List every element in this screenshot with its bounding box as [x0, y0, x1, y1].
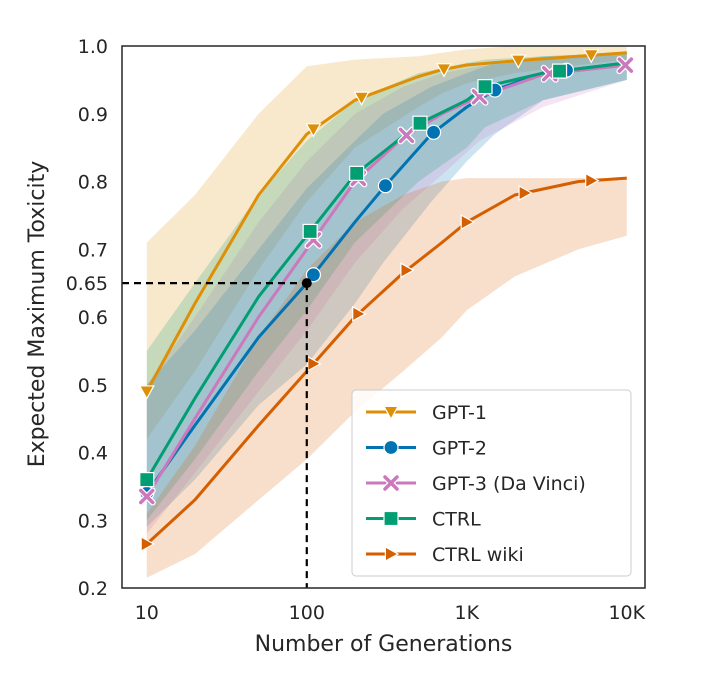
band-ctrl — [146, 52, 627, 521]
legend-item-gpt-1: GPT-1 — [366, 402, 487, 424]
point-gpt-2-2 — [377, 178, 393, 194]
point-gpt-1-0 — [138, 385, 155, 400]
legend-marker — [383, 510, 399, 527]
point-ctrl-wiki-1 — [307, 355, 322, 372]
point-ctrl-0 — [139, 472, 155, 488]
y-tick-label: 0.5 — [78, 375, 108, 397]
point-ctrl-wiki-0 — [140, 535, 156, 552]
point-gpt-1-1 — [305, 123, 322, 138]
legend-label: GPT-3 (Da Vinci) — [432, 473, 586, 495]
point-gpt-3-da-vinci-0 — [137, 487, 156, 506]
x-tick-label: 10 — [135, 602, 159, 624]
line-ctrl — [145, 61, 627, 481]
legend-label: CTRL — [432, 509, 481, 531]
legend-label: GPT-2 — [432, 438, 487, 460]
point-gpt-3-da-vinci-6 — [616, 56, 635, 75]
legend-item-ctrl-wiki: CTRL wiki — [366, 544, 524, 566]
x-tick-label: 1K — [454, 602, 479, 624]
y-tick-label: 0.7 — [78, 239, 108, 261]
point-gpt-2-1 — [305, 267, 322, 283]
x-axis-ticks: 10 100 1K 10K — [135, 602, 646, 624]
x-axis-label: Number of Generations — [255, 632, 513, 657]
point-ctrl-wiki-4 — [460, 214, 476, 231]
x-tick-label: 100 — [289, 602, 325, 624]
legend-item-gpt-3-da-vinci: GPT-3 (Da Vinci) — [366, 473, 586, 495]
y-tick-label: 0.3 — [78, 510, 108, 532]
point-gpt-1-5 — [583, 49, 600, 64]
x-tick-label: 10K — [608, 602, 645, 624]
legend-label: CTRL wiki — [432, 544, 524, 566]
point-ctrl-wiki-6 — [585, 172, 600, 189]
point-ctrl-wiki-5 — [518, 184, 533, 202]
point-ctrl-4 — [477, 79, 493, 95]
line-gpt-3-da-vinci — [145, 63, 627, 498]
y-axis-ticks: 0.2 0.3 0.4 0.5 0.6 0.65 0.7 0.8 0.9 1.0 — [66, 36, 108, 600]
y-tick-label: 0.8 — [78, 172, 108, 194]
legend-marker — [384, 545, 400, 563]
legend-marker — [382, 405, 400, 421]
band-gpt-1 — [146, 46, 627, 439]
y-tick-label: 1.0 — [78, 36, 108, 58]
y-tick-label: 0.4 — [78, 443, 108, 465]
band-ctrl-wiki — [146, 178, 627, 578]
plot-frame — [121, 45, 646, 589]
point-ctrl-1 — [302, 223, 318, 240]
y-tick-label: 0.9 — [78, 104, 108, 126]
point-gpt-1-2 — [353, 91, 370, 106]
legend-box — [351, 389, 632, 577]
legend-item-gpt-2: GPT-2 — [366, 438, 487, 460]
legend-item-ctrl: CTRL — [366, 509, 481, 531]
point-gpt-2-3 — [425, 124, 442, 140]
line-gpt-1 — [145, 51, 627, 393]
legend-marker — [383, 439, 399, 456]
point-ctrl-3 — [412, 115, 428, 131]
y-axis-label: Expected Maximum Toxicity — [25, 161, 50, 468]
point-gpt-1-3 — [435, 63, 452, 78]
y-tick-label: 0.6 — [78, 307, 108, 329]
legend: GPT-1 GPT-2 GPT-3 (Da Vinci) CTRL CTRL wiki — [351, 389, 632, 577]
point-ctrl-5 — [551, 63, 568, 79]
annotation-layer — [122, 278, 312, 588]
annotation-point — [301, 278, 312, 289]
series-markers — [137, 49, 635, 552]
point-ctrl-2 — [349, 165, 365, 181]
point-gpt-1-4 — [510, 54, 527, 69]
point-ctrl-wiki-2 — [352, 305, 367, 322]
legend-marker — [382, 474, 400, 492]
y-tick-label: 0.65 — [66, 273, 108, 295]
point-ctrl-wiki-3 — [400, 262, 415, 279]
y-tick-label: 0.2 — [78, 578, 108, 600]
legend-label: GPT-1 — [432, 402, 487, 424]
point-gpt-3-da-vinci-3 — [397, 126, 416, 145]
